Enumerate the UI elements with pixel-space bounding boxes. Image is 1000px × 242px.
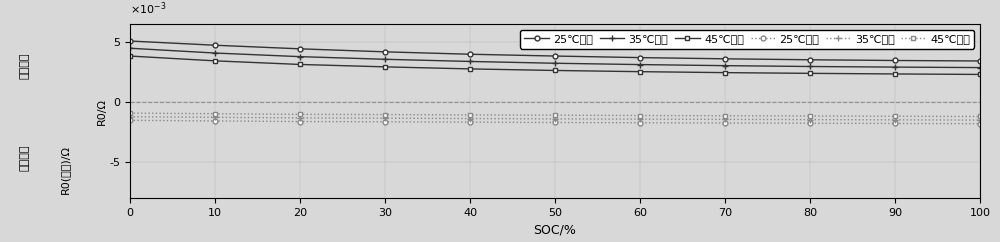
Text: 充电内阱: 充电内阱 [20, 52, 30, 79]
35℃充电 [464, 60, 476, 63]
35℃充电 [634, 63, 646, 66]
25℃充电 [549, 55, 561, 58]
25℃充电 [379, 50, 391, 53]
35℃放电 [889, 118, 901, 121]
35℃放电 [124, 115, 136, 118]
45℃放电 [549, 114, 561, 117]
Line: 45℃充电: 45℃充电 [128, 54, 982, 77]
35℃充电 [804, 65, 816, 68]
25℃充电 [209, 44, 221, 47]
35℃充电 [889, 66, 901, 68]
35℃充电 [209, 52, 221, 54]
Line: 35℃放电: 35℃放电 [127, 113, 983, 124]
45℃充电 [889, 73, 901, 76]
35℃充电 [974, 66, 986, 69]
45℃放电 [719, 114, 731, 117]
35℃充电 [379, 58, 391, 61]
25℃充电 [804, 58, 816, 61]
35℃放电 [974, 119, 986, 121]
35℃放电 [804, 118, 816, 121]
45℃充电 [124, 55, 136, 58]
Legend: 25℃充电, 35℃充电, 45℃充电, 25℃放电, 35℃放电, 45℃放电: 25℃充电, 35℃充电, 45℃充电, 25℃放电, 35℃放电, 45℃放电 [520, 30, 974, 49]
45℃放电 [209, 112, 221, 115]
35℃放电 [294, 116, 306, 119]
Text: $\times10^{-3}$: $\times10^{-3}$ [130, 1, 166, 17]
45℃放电 [974, 115, 986, 118]
Text: R0(取反)/Ω: R0(取反)/Ω [60, 145, 70, 194]
25℃放电 [294, 120, 306, 123]
45℃放电 [379, 113, 391, 116]
35℃放电 [719, 118, 731, 121]
35℃放电 [549, 117, 561, 120]
25℃放电 [379, 120, 391, 123]
45℃放电 [889, 115, 901, 118]
25℃放电 [889, 122, 901, 125]
35℃充电 [294, 55, 306, 58]
Line: 25℃充电: 25℃充电 [128, 38, 982, 63]
25℃放电 [464, 121, 476, 124]
25℃充电 [634, 56, 646, 59]
25℃放电 [804, 122, 816, 125]
25℃充电 [889, 59, 901, 62]
25℃充电 [124, 40, 136, 43]
45℃充电 [974, 73, 986, 76]
45℃放电 [464, 113, 476, 116]
45℃充电 [379, 65, 391, 68]
35℃放电 [464, 117, 476, 120]
35℃放电 [634, 118, 646, 121]
45℃充电 [804, 72, 816, 75]
35℃充电 [549, 62, 561, 65]
45℃放电 [124, 112, 136, 114]
35℃充电 [719, 64, 731, 67]
45℃充电 [294, 63, 306, 66]
Y-axis label: R0/Ω: R0/Ω [96, 98, 106, 125]
25℃放电 [124, 119, 136, 122]
45℃充电 [549, 69, 561, 72]
X-axis label: SOC/%: SOC/% [534, 224, 576, 237]
Line: 25℃放电: 25℃放电 [128, 118, 982, 126]
45℃放电 [634, 114, 646, 117]
25℃放电 [719, 121, 731, 124]
25℃充电 [719, 57, 731, 60]
25℃充电 [974, 60, 986, 62]
25℃放电 [634, 121, 646, 124]
Line: 35℃充电: 35℃充电 [127, 45, 983, 71]
25℃充电 [294, 47, 306, 50]
25℃放电 [209, 120, 221, 122]
Line: 45℃放电: 45℃放电 [128, 111, 982, 119]
45℃放电 [804, 114, 816, 117]
45℃充电 [209, 59, 221, 62]
45℃放电 [294, 113, 306, 116]
25℃放电 [974, 122, 986, 125]
25℃充电 [464, 53, 476, 56]
35℃放电 [209, 116, 221, 119]
45℃充电 [464, 68, 476, 70]
25℃放电 [549, 121, 561, 124]
45℃充电 [634, 70, 646, 73]
Text: 放电内阱: 放电内阱 [20, 144, 30, 171]
45℃充电 [719, 71, 731, 74]
35℃充电 [124, 47, 136, 50]
35℃放电 [379, 117, 391, 120]
